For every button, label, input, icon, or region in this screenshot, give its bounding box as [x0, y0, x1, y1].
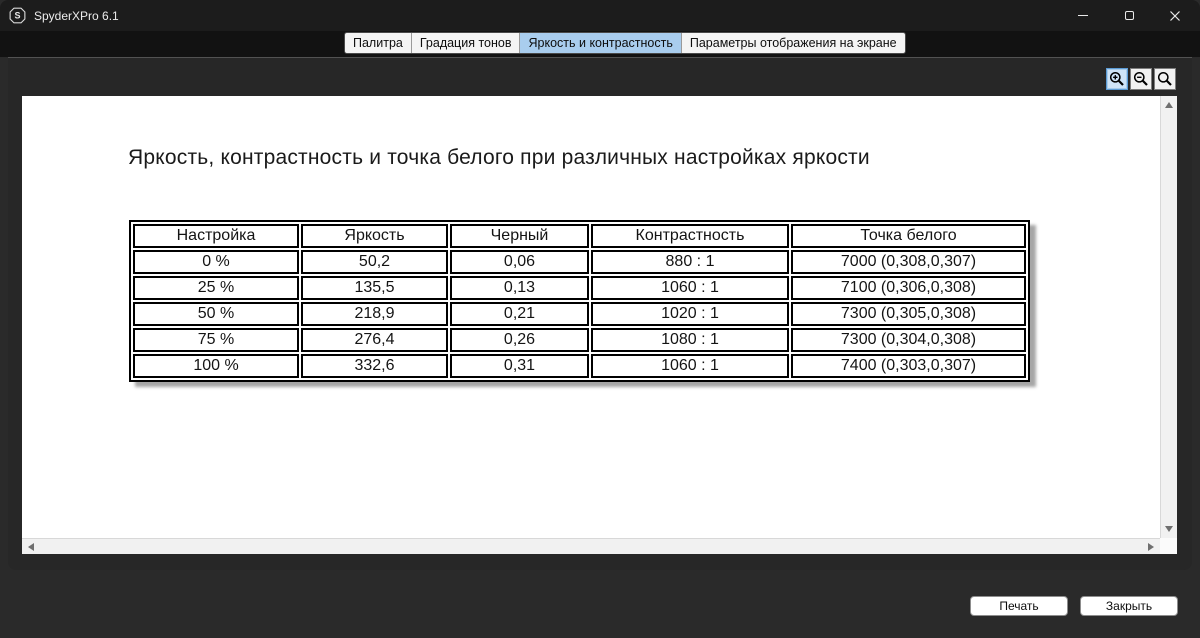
cell: 7000 (0,308,0,307): [791, 250, 1026, 274]
table-row: 75 % 276,4 0,26 1080 : 1 7300 (0,304,0,3…: [133, 328, 1026, 352]
scrollbar-corner: [1160, 538, 1177, 554]
col-header-setting: Настройка: [133, 224, 299, 248]
tab-tone-gradation[interactable]: Градация тонов: [412, 33, 521, 53]
cell: 0,06: [450, 250, 589, 274]
zoom-reset-button[interactable]: [1154, 68, 1176, 90]
cell: 7400 (0,303,0,307): [791, 354, 1026, 378]
cell: 0,21: [450, 302, 589, 326]
table-row: 25 % 135,5 0,13 1060 : 1 7100 (0,306,0,3…: [133, 276, 1026, 300]
table-row: 50 % 218,9 0,21 1020 : 1 7300 (0,305,0,3…: [133, 302, 1026, 326]
cell: 1060 : 1: [591, 276, 789, 300]
close-icon: [1170, 10, 1180, 21]
cell: 50 %: [133, 302, 299, 326]
cell: 1060 : 1: [591, 354, 789, 378]
maximize-button[interactable]: [1106, 0, 1152, 31]
cell: 100 %: [133, 354, 299, 378]
zoom-reset-icon: [1157, 71, 1172, 86]
cell: 880 : 1: [591, 250, 789, 274]
col-header-contrast: Контрастность: [591, 224, 789, 248]
tab-brightness-contrast[interactable]: Яркость и контрастность: [520, 33, 682, 53]
close-button[interactable]: [1152, 0, 1198, 31]
cell: 7300 (0,305,0,308): [791, 302, 1026, 326]
cell: 25 %: [133, 276, 299, 300]
cell: 50,2: [301, 250, 448, 274]
horizontal-scrollbar[interactable]: [22, 538, 1160, 554]
zoom-in-icon: [1109, 71, 1124, 86]
cell: 0 %: [133, 250, 299, 274]
cell: 135,5: [301, 276, 448, 300]
title-bar: S SpyderXPro 6.1: [0, 0, 1200, 31]
scroll-up-icon[interactable]: [1165, 102, 1173, 108]
cell: 7100 (0,306,0,308): [791, 276, 1026, 300]
cell: 7300 (0,304,0,308): [791, 328, 1026, 352]
tab-palette[interactable]: Палитра: [345, 33, 412, 53]
report-title: Яркость, контрастность и точка белого пр…: [128, 146, 870, 169]
cell: 75 %: [133, 328, 299, 352]
table-row: 100 % 332,6 0,31 1060 : 1 7400 (0,303,0,…: [133, 354, 1026, 378]
cell: 0,31: [450, 354, 589, 378]
cell: 332,6: [301, 354, 448, 378]
scroll-right-icon[interactable]: [1148, 543, 1154, 551]
cell: 218,9: [301, 302, 448, 326]
col-header-whitepoint: Точка белого: [791, 224, 1026, 248]
maximize-icon: [1124, 11, 1134, 20]
cell: 276,4: [301, 328, 448, 352]
tab-strip: Палитра Градация тонов Яркость и контрас…: [344, 32, 906, 54]
window-controls: [1060, 0, 1198, 31]
minimize-button[interactable]: [1060, 0, 1106, 31]
close-report-button[interactable]: Закрыть: [1080, 596, 1178, 616]
spyder-logo-icon: S: [9, 7, 26, 24]
cell: 1080 : 1: [591, 328, 789, 352]
col-header-black: Черный: [450, 224, 589, 248]
zoom-toolbar: [1106, 68, 1176, 90]
table-header-row: Настройка Яркость Черный Контрастность Т…: [133, 224, 1026, 248]
cell: 0,13: [450, 276, 589, 300]
measurement-table: Настройка Яркость Черный Контрастность Т…: [129, 220, 1030, 382]
tab-strip-row: Палитра Градация тонов Яркость и контрас…: [0, 31, 1200, 57]
cell: 1020 : 1: [591, 302, 789, 326]
col-header-brightness: Яркость: [301, 224, 448, 248]
print-button[interactable]: Печать: [970, 596, 1068, 616]
svg-text:S: S: [15, 11, 21, 21]
zoom-in-button[interactable]: [1106, 68, 1128, 90]
cell: 0,26: [450, 328, 589, 352]
report-page: Яркость, контрастность и точка белого пр…: [22, 96, 1160, 538]
zoom-out-icon: [1133, 71, 1148, 86]
window-title: SpyderXPro 6.1: [34, 8, 119, 23]
tab-display-parameters[interactable]: Параметры отображения на экране: [689, 36, 897, 50]
zoom-out-button[interactable]: [1130, 68, 1152, 90]
scroll-down-icon[interactable]: [1165, 526, 1173, 532]
minimize-icon: [1078, 15, 1088, 16]
scroll-left-icon[interactable]: [28, 543, 34, 551]
report-panel: Яркость, контрастность и точка белого пр…: [8, 57, 1192, 570]
vertical-scrollbar[interactable]: [1160, 96, 1177, 538]
table-row: 0 % 50,2 0,06 880 : 1 7000 (0,308,0,307): [133, 250, 1026, 274]
